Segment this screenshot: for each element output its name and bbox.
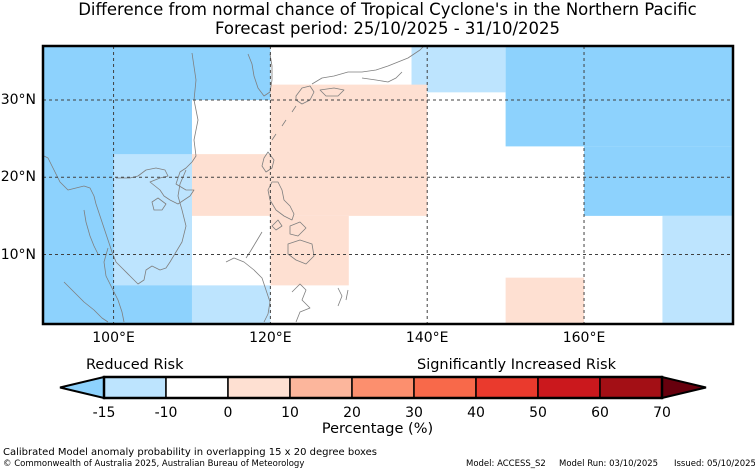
- colorbar-bin-0: [103, 376, 167, 399]
- colorbar-bin-4: [351, 376, 415, 399]
- sumatra-coastline: [63, 281, 109, 323]
- copyright-note: © Commonwealth of Australia 2025, Austra…: [3, 459, 305, 469]
- model-run: Model Run: 03/10/2025: [559, 459, 659, 469]
- colorbar-tick-2: 0: [223, 405, 233, 421]
- lon-tick-100: 100°E: [92, 330, 135, 346]
- borneo-coastline: [225, 257, 271, 323]
- model-name: Model: ACCESS_S2: [466, 459, 546, 469]
- colorbar-tick-6: 40: [467, 405, 485, 421]
- chart-subtitle: Forecast period: 25/10/2025 - 31/10/2025: [214, 19, 561, 38]
- andaman-coastline: [83, 209, 99, 255]
- lon-tick-140: 140°E: [405, 330, 449, 346]
- lat-tick-20: 20°N: [0, 169, 36, 186]
- colorbar-bin-8: [599, 376, 663, 399]
- colorbar-bin-1: [165, 376, 229, 399]
- colorbar-tick-4: 20: [343, 405, 361, 421]
- colorbar-tick-1: -10: [154, 405, 178, 421]
- anomaly-box-slight-increase-10: [270, 215, 349, 286]
- map-frame: [41, 44, 735, 326]
- anomaly-box-slight-decrease-3: [191, 285, 271, 324]
- colorbar-tick-7: 50: [529, 405, 547, 421]
- anomaly-box-slight-increase-8: [270, 84, 428, 216]
- anomaly-box-decrease-6: [584, 146, 733, 216]
- indochina-coastline: [83, 169, 187, 285]
- korea-coastline: [247, 53, 273, 97]
- hainan-coastline: [151, 197, 167, 211]
- anomaly-box-slight-decrease-2: [113, 154, 192, 286]
- anomaly-box-decrease-5: [505, 46, 733, 147]
- increased-risk-label: Significantly Increased Risk: [417, 357, 616, 373]
- chart-title: Difference from normal chance of Tropica…: [78, 0, 697, 19]
- coastline-layer: [43, 45, 425, 323]
- colorbar-bin-3: [289, 376, 353, 399]
- colorbar-outline: [102, 375, 664, 400]
- colorbar-bin-7: [537, 376, 601, 399]
- colorbar: [59, 375, 707, 400]
- colorbar-low-extension: [59, 375, 105, 400]
- colorbar-tick-0: -15: [92, 405, 116, 421]
- lon-tick-120: 120°E: [249, 330, 292, 346]
- colorbar-high-extension: [661, 375, 707, 400]
- colorbar-tick-8: 60: [591, 405, 609, 421]
- honshu-coastline: [311, 45, 425, 85]
- colorbar-bin-6: [475, 376, 539, 399]
- colorbar-bin-2: [227, 376, 291, 399]
- taiwan-coastline: [261, 151, 275, 173]
- lon-tick-160: 160°E: [562, 330, 606, 346]
- anomaly-box-decrease-1: [191, 46, 271, 101]
- lat-tick-10: 10°N: [0, 246, 36, 263]
- colorbar-tick-9: 70: [653, 405, 671, 421]
- visayas-coastline: [289, 221, 307, 237]
- anomaly-box-slight-increase-11: [505, 277, 585, 324]
- colorbar-tick-5: 30: [405, 405, 423, 421]
- burma-coastline: [43, 155, 85, 191]
- shikoku-coastline: [319, 87, 345, 97]
- method-note: Calibrated Model anomaly probability in …: [3, 447, 378, 458]
- colorbar-axis-label: Percentage (%): [321, 421, 434, 437]
- lat-tick-30: 30°N: [0, 92, 36, 109]
- mindoro-coastline: [271, 219, 283, 231]
- ryukyu-islands: [271, 105, 297, 141]
- halmahera-coastline: [337, 287, 349, 307]
- anomaly-box-slight-decrease-7: [662, 215, 733, 324]
- kyushu-coastline: [295, 85, 315, 105]
- malay-coastline: [103, 247, 125, 323]
- reduced-risk-label: Reduced Risk: [86, 357, 184, 373]
- luzon-coastline: [267, 181, 295, 221]
- colorbar-bin-5: [413, 376, 477, 399]
- colorbar-tick-3: 10: [281, 405, 299, 421]
- anomaly-box-layer: [43, 46, 733, 324]
- sulawesi-coastline: [291, 283, 311, 323]
- mainland-coastline: [116, 52, 199, 205]
- issued-date: Issued: 05/10/2025: [674, 459, 755, 469]
- anomaly-box-slight-increase-9: [191, 154, 271, 216]
- graticule: [43, 46, 733, 324]
